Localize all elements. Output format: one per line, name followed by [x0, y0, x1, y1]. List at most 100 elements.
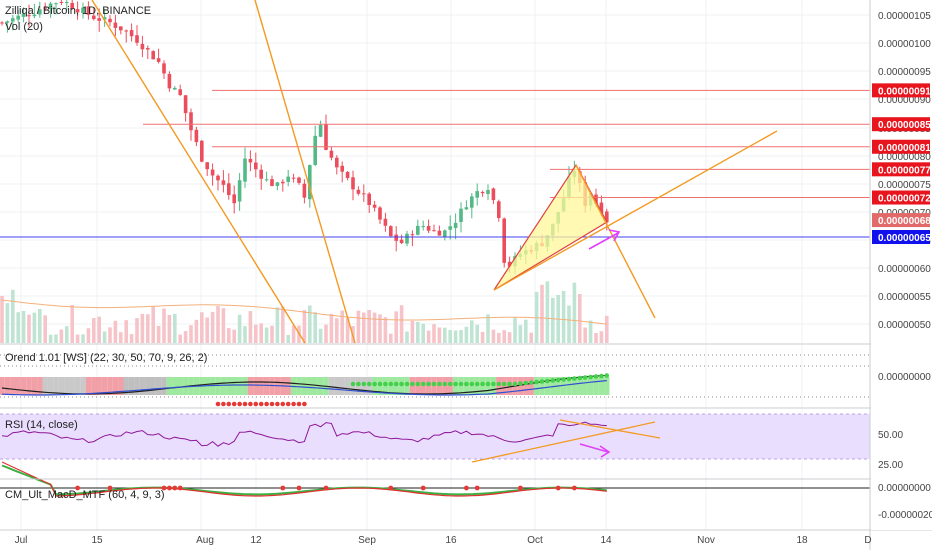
price-tick-label: 0.00000060: [878, 264, 931, 275]
trend-band: [15, 377, 21, 395]
volume-bar: [194, 319, 199, 343]
trend-band: [145, 377, 151, 395]
candle-body: [459, 208, 463, 223]
volume-bar: [210, 311, 215, 343]
trend-band: [80, 377, 86, 395]
trend-dot: [539, 379, 545, 384]
candle-body: [275, 182, 280, 186]
volume-bar: [486, 314, 490, 343]
trend-band: [128, 377, 135, 395]
volume-bar: [383, 317, 388, 343]
volume-bar: [362, 312, 366, 343]
trend-dot: [356, 381, 361, 387]
volume-bar: [32, 312, 37, 343]
trend-dot: [404, 381, 410, 387]
trend-dot: [399, 381, 404, 387]
candle-body: [372, 204, 377, 208]
volume-bar: [243, 326, 247, 343]
volume-bar: [345, 318, 350, 343]
volume-bar: [264, 327, 269, 343]
trend-band: [236, 377, 243, 395]
volume-bar: [599, 331, 604, 343]
candle-body: [453, 222, 458, 228]
trend-dot: [458, 381, 464, 387]
volume-bar: [502, 330, 506, 343]
trend-dot: [372, 381, 377, 387]
arrow-head: [608, 229, 621, 242]
candle-body: [75, 9, 80, 13]
trend-indicator-pane: [0, 354, 870, 407]
volume-bar: [54, 334, 58, 343]
trend-dot: [545, 378, 550, 384]
rsi-label: RSI (14, close): [5, 419, 78, 431]
price-badge-label: 0.00000085: [878, 120, 931, 131]
price-tick-label: 0.00000100: [878, 39, 931, 50]
trend-dot: [221, 401, 226, 407]
price-tick-label: 0.00000105: [878, 11, 931, 22]
trend-band: [58, 377, 65, 395]
trend-dot: [248, 401, 253, 407]
trend-dot: [555, 377, 561, 383]
trend-band: [74, 377, 81, 395]
trend-dot: [566, 376, 572, 382]
rsi-band: [0, 414, 870, 459]
drawings: [0, 0, 870, 344]
rsi-axis-label: 25.00: [878, 460, 903, 471]
price-tick-label: 0.00000080: [878, 152, 931, 163]
trend-band: [112, 377, 119, 395]
candle-body: [383, 218, 388, 226]
volume-bar: [135, 318, 139, 343]
macd-cross-dot: [280, 485, 286, 491]
volume-bar: [254, 324, 258, 343]
candle-body: [264, 179, 269, 181]
trend-band: [37, 377, 43, 395]
trend-dot: [388, 381, 394, 387]
volume-bar: [173, 313, 177, 343]
candle-body: [156, 58, 161, 62]
trend-dot: [496, 381, 502, 387]
volume-bar: [567, 305, 571, 343]
trend-dot: [291, 401, 296, 407]
time-tick-label: 16: [445, 535, 457, 546]
trend-band: [533, 377, 540, 395]
trend-dot: [485, 381, 491, 387]
volume-bar: [588, 320, 593, 343]
candle-body: [70, 3, 74, 9]
macd-cross-dot: [464, 485, 469, 491]
volume-bar: [437, 327, 442, 343]
candle-body: [486, 189, 490, 194]
candle-body: [227, 183, 231, 196]
candle-body: [189, 112, 193, 131]
trend-band: [598, 377, 605, 395]
trend-dot: [599, 373, 604, 379]
candle-body: [399, 239, 404, 244]
rsi-trend-line: [471, 421, 656, 463]
volume-bar: [329, 313, 334, 343]
macd-signal-line: [1, 464, 607, 496]
trend-band: [301, 377, 308, 395]
volume-bar: [59, 329, 64, 343]
trend-dot: [582, 375, 588, 380]
trend-dot: [377, 381, 383, 387]
trend-dot: [410, 381, 415, 387]
volume-bar: [200, 312, 204, 343]
candle-body: [48, 3, 53, 10]
price-badge: [872, 190, 930, 205]
volume-bar: [270, 325, 274, 343]
volume-bar: [248, 311, 253, 343]
volume-bar: [205, 317, 209, 343]
volume-ma-line: [1, 299, 607, 325]
candle-body: [200, 140, 204, 162]
candle-body: [43, 7, 47, 9]
trend-band: [258, 377, 264, 395]
trend-dot: [350, 381, 356, 387]
candle-body: [259, 169, 263, 179]
volume-bar: [356, 310, 361, 343]
volume-bar: [475, 324, 479, 343]
candle-body: [59, 1, 64, 3]
trend-line: [493, 130, 778, 291]
time-axis[interactable]: Jul 15 Aug 12 Sep 16 Oct 14 Nov 18 D: [15, 535, 872, 546]
price-axis[interactable]: 0.00000105 0.00000100 0.00000095 0.00000090…: [871, 0, 932, 530]
rsi-arrow-line: [579, 443, 609, 453]
macd-cross-dot: [107, 485, 113, 491]
